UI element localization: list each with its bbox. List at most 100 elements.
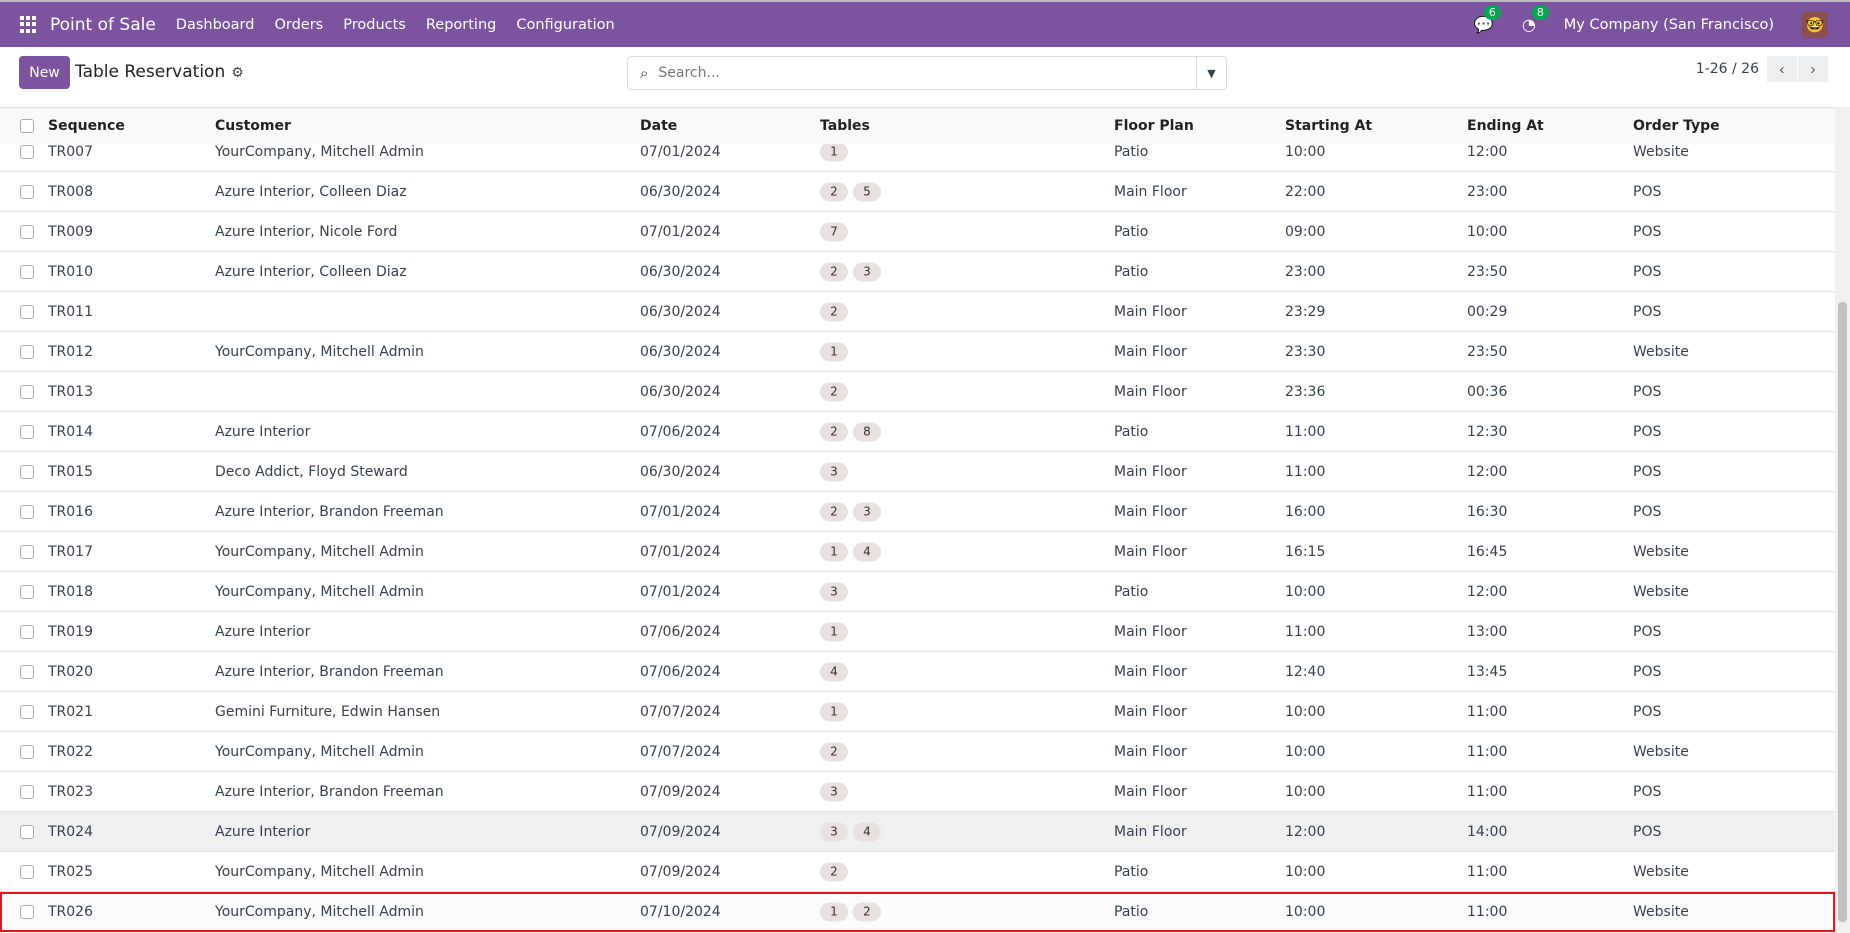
new-button[interactable]: New bbox=[19, 56, 70, 89]
cell-ending-at: 11:00 bbox=[1467, 903, 1508, 920]
table-row[interactable]: TR025 YourCompany, Mitchell Admin 07/09/20… bbox=[0, 852, 1835, 892]
cell-order-type: Website bbox=[1633, 743, 1689, 760]
cell-date: 06/30/2024 bbox=[640, 263, 721, 280]
messages-button[interactable]: 💬 6 bbox=[1474, 5, 1501, 34]
row-checkbox[interactable] bbox=[20, 584, 34, 599]
col-ending-at[interactable]: Ending At bbox=[1467, 118, 1544, 134]
table-row[interactable]: TR011 06/30/2024 2 Main Floor 23:29 00:29 POS bbox=[0, 292, 1835, 332]
cell-floor-plan: Main Floor bbox=[1114, 183, 1187, 200]
row-checkbox[interactable] bbox=[20, 664, 34, 679]
table-row[interactable]: TR015 Deco Addict, Floyd Steward 06/30/202… bbox=[0, 452, 1835, 492]
cell-ending-at: 23:00 bbox=[1467, 183, 1508, 200]
table-row[interactable]: TR012 YourCompany, Mitchell Admin 06/30/20… bbox=[0, 332, 1835, 372]
menu-orders[interactable]: Orders bbox=[274, 16, 324, 33]
table-row[interactable]: TR020 Azure Interior, Brandon Freeman 07/0… bbox=[0, 652, 1835, 692]
cell-floor-plan: Patio bbox=[1114, 583, 1149, 600]
table-row[interactable]: TR018 YourCompany, Mitchell Admin 07/01/20… bbox=[0, 572, 1835, 612]
gear-icon[interactable]: ⚙ bbox=[231, 65, 244, 81]
company-switcher[interactable]: My Company (San Francisco) bbox=[1563, 16, 1774, 33]
row-checkbox[interactable] bbox=[20, 184, 34, 199]
user-avatar[interactable]: 🤓 bbox=[1802, 11, 1828, 38]
cell-ending-at: 16:30 bbox=[1467, 503, 1508, 520]
col-tables[interactable]: Tables bbox=[820, 118, 870, 134]
table-row[interactable]: TR022 YourCompany, Mitchell Admin 07/07/20… bbox=[0, 732, 1835, 772]
table-tag: 3 bbox=[820, 462, 848, 481]
cell-date: 06/30/2024 bbox=[640, 463, 721, 480]
row-checkbox[interactable] bbox=[20, 424, 34, 439]
table-row[interactable]: TR008 Azure Interior, Colleen Diaz 06/30/2… bbox=[0, 172, 1835, 212]
apps-grid-icon[interactable] bbox=[20, 15, 38, 34]
scrollbar-thumb[interactable] bbox=[1838, 302, 1847, 922]
row-checkbox[interactable] bbox=[20, 264, 34, 279]
pager-value[interactable]: 1-26 / 26 bbox=[1695, 61, 1759, 77]
cell-order-type: POS bbox=[1633, 223, 1662, 240]
table-row[interactable]: TR010 Azure Interior, Colleen Diaz 06/30/2… bbox=[0, 252, 1835, 292]
row-checkbox[interactable] bbox=[20, 744, 34, 759]
col-order-type[interactable]: Order Type bbox=[1633, 118, 1720, 134]
table-row[interactable]: TR023 Azure Interior, Brandon Freeman 07/0… bbox=[0, 772, 1835, 812]
row-checkbox[interactable] bbox=[20, 824, 34, 839]
activities-button[interactable]: ◔ 8 bbox=[1522, 5, 1549, 34]
search-dropdown-toggle[interactable]: ▼ bbox=[1196, 57, 1226, 89]
row-checkbox[interactable] bbox=[20, 304, 34, 319]
page-title: Table Reservation bbox=[75, 62, 226, 82]
table-tag: 4 bbox=[853, 822, 881, 841]
control-panel: New Table Reservation ⚙ ⌕ ▼ 1-26 / 26 ‹› bbox=[0, 47, 1850, 107]
row-checkbox[interactable] bbox=[20, 224, 34, 239]
menu-dashboard[interactable]: Dashboard bbox=[175, 16, 255, 33]
col-customer[interactable]: Customer bbox=[215, 118, 291, 134]
scrollbar[interactable] bbox=[1835, 107, 1850, 933]
cell-date: 06/30/2024 bbox=[640, 343, 721, 360]
table-row[interactable]: TR009 Azure Interior, Nicole Ford 07/01/20… bbox=[0, 212, 1835, 252]
cell-ending-at: 12:00 bbox=[1467, 583, 1508, 600]
app-name[interactable]: Point of Sale bbox=[50, 14, 156, 35]
cell-date: 07/01/2024 bbox=[640, 223, 721, 240]
cell-sequence: TR011 bbox=[48, 303, 94, 320]
cell-starting-at: 23:30 bbox=[1285, 343, 1326, 360]
cell-customer: Azure Interior, Colleen Diaz bbox=[215, 183, 407, 200]
cell-sequence: TR016 bbox=[48, 503, 94, 520]
cell-order-type: POS bbox=[1633, 183, 1662, 200]
row-checkbox[interactable] bbox=[20, 464, 34, 479]
row-checkbox[interactable] bbox=[20, 544, 34, 559]
col-sequence[interactable]: Sequence bbox=[48, 118, 125, 134]
cell-sequence: TR024 bbox=[48, 823, 94, 840]
table-row[interactable]: TR024 Azure Interior 07/09/2024 3 4 Main Floo… bbox=[0, 812, 1835, 852]
menu-products[interactable]: Products bbox=[343, 16, 406, 33]
pager-next-button[interactable]: › bbox=[1798, 56, 1828, 82]
table-row[interactable]: TR021 Gemini Furniture, Edwin Hansen 07/07… bbox=[0, 692, 1835, 732]
table-tag: 1 bbox=[820, 622, 848, 641]
row-checkbox[interactable] bbox=[20, 344, 34, 359]
cell-ending-at: 00:29 bbox=[1467, 303, 1508, 320]
row-checkbox[interactable] bbox=[20, 504, 34, 519]
col-starting-at[interactable]: Starting At bbox=[1285, 118, 1373, 134]
table-row[interactable]: TR017 YourCompany, Mitchell Admin 07/01/20… bbox=[0, 532, 1835, 572]
table-row[interactable]: TR014 Azure Interior 07/06/2024 2 8 Patio 11:0… bbox=[0, 412, 1835, 452]
menu-reporting[interactable]: Reporting bbox=[425, 16, 497, 33]
cell-sequence: TR019 bbox=[48, 623, 94, 640]
row-checkbox[interactable] bbox=[20, 864, 34, 879]
row-checkbox[interactable] bbox=[20, 624, 34, 639]
select-all-checkbox[interactable] bbox=[20, 119, 34, 133]
table-tag: 2 bbox=[820, 742, 848, 761]
cell-floor-plan: Main Floor bbox=[1114, 783, 1187, 800]
row-checkbox[interactable] bbox=[20, 384, 34, 399]
row-checkbox[interactable] bbox=[20, 704, 34, 719]
table-row[interactable]: TR019 Azure Interior 07/06/2024 1 Main Floor… bbox=[0, 612, 1835, 652]
pager-previous-button[interactable]: ‹ bbox=[1767, 56, 1797, 82]
cell-floor-plan: Main Floor bbox=[1114, 743, 1187, 760]
row-checkbox[interactable] bbox=[20, 144, 34, 159]
cell-customer: Azure Interior bbox=[215, 823, 311, 840]
table-row[interactable]: TR016 Azure Interior, Brandon Freeman 07/0… bbox=[0, 492, 1835, 532]
cell-ending-at: 10:00 bbox=[1467, 223, 1508, 240]
col-date[interactable]: Date bbox=[640, 118, 678, 134]
menu-configuration[interactable]: Configuration bbox=[516, 16, 615, 33]
row-checkbox[interactable] bbox=[20, 904, 34, 919]
cell-starting-at: 11:00 bbox=[1285, 623, 1326, 640]
col-floor-plan[interactable]: Floor Plan bbox=[1114, 118, 1194, 134]
search-input[interactable] bbox=[658, 65, 1196, 81]
table-row[interactable]: TR026 YourCompany, Mitchell Admin 07/10/20… bbox=[0, 892, 1835, 932]
table-row[interactable]: TR013 06/30/2024 2 Main Floor 23:36 00:36 POS bbox=[0, 372, 1835, 412]
cell-sequence: TR015 bbox=[48, 463, 94, 480]
row-checkbox[interactable] bbox=[20, 784, 34, 799]
